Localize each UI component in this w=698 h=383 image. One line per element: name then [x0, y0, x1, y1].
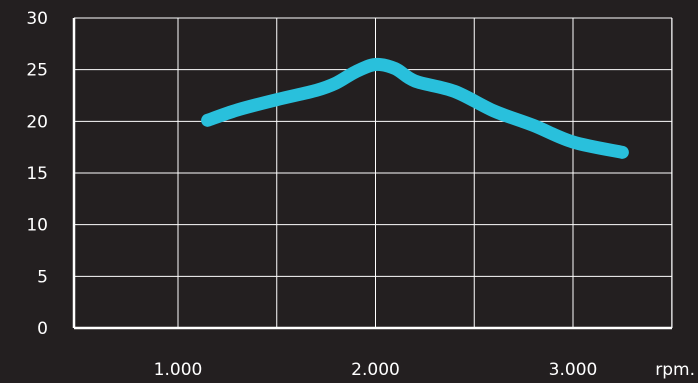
y-tick-label: 30: [26, 9, 48, 29]
x-tick-label: 2.000: [351, 360, 400, 379]
series-layer: [201, 57, 629, 159]
y-tick-label: 20: [26, 112, 48, 132]
series-line: [201, 57, 629, 159]
axes: [72, 18, 672, 330]
y-tick-label: 5: [37, 267, 48, 287]
y-tick-label: 15: [26, 164, 48, 184]
y-tick-label: 25: [26, 61, 48, 81]
y-tick-label: 0: [37, 319, 48, 339]
x-axis-title: rpm.: [655, 360, 695, 379]
y-tick-label: 10: [26, 216, 48, 236]
x-tick-label: 3.000: [549, 360, 598, 379]
x-tick-label: 1.000: [154, 360, 203, 379]
x-tick-labels: 1.000 2.000 3.000: [154, 360, 598, 380]
y-tick-labels: 0 5 10 15 20 25 30: [26, 9, 48, 339]
